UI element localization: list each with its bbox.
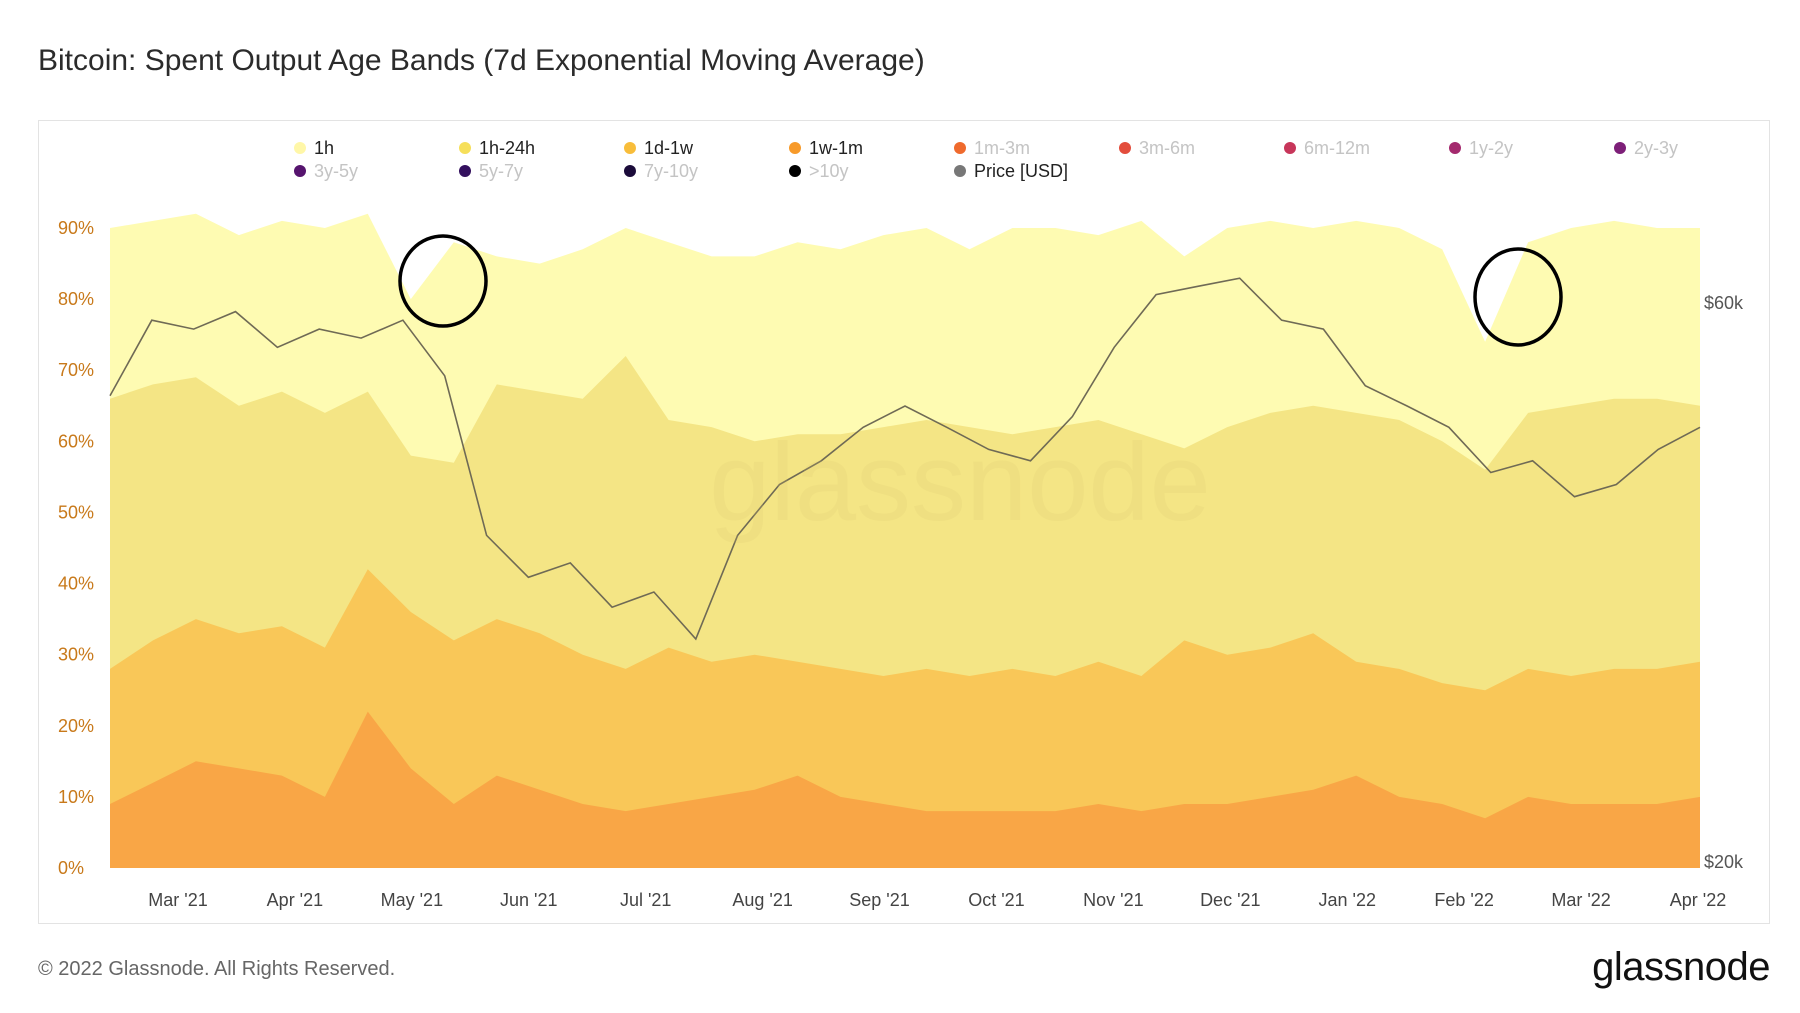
legend-swatch-8[interactable]	[1614, 142, 1626, 154]
y2-tick-label-1: $60k	[1704, 293, 1744, 313]
x-tick-label-13: Apr '22	[1670, 890, 1726, 910]
annotation-circle-feb22	[1473, 247, 1563, 347]
x-tick-label-1: Apr '21	[267, 890, 323, 910]
legend-swatch-9[interactable]	[294, 165, 306, 177]
x-tick-label-11: Feb '22	[1434, 890, 1493, 910]
legend-swatch-12[interactable]	[789, 165, 801, 177]
price-line	[109, 277, 1701, 641]
legend-item-4[interactable]: 1m-3m	[974, 138, 1030, 158]
y-tick-label-5: 50%	[58, 502, 94, 522]
x-tick-label-12: Mar '22	[1551, 890, 1610, 910]
legend-swatch-6[interactable]	[1284, 142, 1296, 154]
y-tick-label-7: 70%	[58, 360, 94, 380]
area-1w-1m	[110, 711, 1700, 868]
legend-swatch-5[interactable]	[1119, 142, 1131, 154]
legend-swatch-0[interactable]	[294, 142, 306, 154]
y-tick-label-3: 30%	[58, 645, 94, 665]
legend-item-1[interactable]: 1h-24h	[479, 138, 535, 158]
x-tick-label-6: Sep '21	[849, 890, 910, 910]
annotation-circle-may21	[398, 234, 488, 328]
legend-swatch-13[interactable]	[954, 165, 966, 177]
watermark: glassnode	[709, 421, 1211, 544]
legend-item-13[interactable]: Price [USD]	[974, 161, 1068, 181]
legend-item-2[interactable]: 1d-1w	[644, 138, 694, 158]
x-tick-label-0: Mar '21	[148, 890, 207, 910]
chart-title: Bitcoin: Spent Output Age Bands (7d Expo…	[38, 44, 925, 77]
x-tick-label-5: Aug '21	[732, 890, 793, 910]
legend-swatch-3[interactable]	[789, 142, 801, 154]
legend-swatch-10[interactable]	[459, 165, 471, 177]
brand-logo: glassnode	[1592, 945, 1770, 989]
y-tick-label-1: 10%	[58, 787, 94, 807]
x-tick-label-9: Dec '21	[1200, 890, 1260, 910]
legend-swatch-11[interactable]	[624, 165, 636, 177]
legend-item-12[interactable]: >10y	[809, 161, 849, 181]
y-tick-label-6: 60%	[58, 431, 94, 451]
x-tick-label-2: May '21	[381, 890, 443, 910]
legend-item-9[interactable]: 3y-5y	[314, 161, 358, 181]
y-tick-label-2: 20%	[58, 716, 94, 736]
legend-item-11[interactable]: 7y-10y	[644, 161, 698, 181]
y-tick-label-4: 40%	[58, 574, 94, 594]
x-tick-label-10: Jan '22	[1318, 890, 1375, 910]
legend-swatch-7[interactable]	[1449, 142, 1461, 154]
legend-swatch-2[interactable]	[624, 142, 636, 154]
x-tick-label-4: Jul '21	[620, 890, 671, 910]
x-tick-label-3: Jun '21	[500, 890, 557, 910]
legend-swatch-4[interactable]	[954, 142, 966, 154]
chart-svg: 1h 1h-24h 1d-1w 1w-1m 1m-3m 3m-6m 6m-12m 1y-2y 2…	[58, 138, 1744, 910]
y-tick-label-8: 80%	[58, 289, 94, 309]
legend-item-3[interactable]: 1w-1m	[809, 138, 863, 158]
legend-item-10[interactable]: 5y-7y	[479, 161, 523, 181]
legend-item-6[interactable]: 6m-12m	[1304, 138, 1370, 158]
chart-frame	[38, 120, 1770, 924]
copyright: © 2022 Glassnode. All Rights Reserved.	[38, 958, 396, 980]
y-tick-label-0: 0%	[58, 858, 84, 878]
legend-item-5[interactable]: 3m-6m	[1139, 138, 1195, 158]
x-tick-label-7: Oct '21	[968, 890, 1024, 910]
legend-item-0[interactable]: 1h	[314, 138, 334, 158]
y-tick-label-9: 90%	[58, 218, 94, 238]
y2-tick-label-0: $20k	[1704, 852, 1744, 872]
x-tick-label-8: Nov '21	[1083, 890, 1143, 910]
legend-item-7[interactable]: 1y-2y	[1469, 138, 1513, 158]
legend-swatch-1[interactable]	[459, 142, 471, 154]
legend-item-8[interactable]: 2y-3y	[1634, 138, 1678, 158]
